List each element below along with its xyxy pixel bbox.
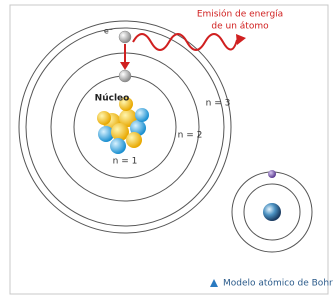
small-nucleus — [263, 203, 281, 221]
electron-label: e⁻ — [104, 27, 113, 36]
electron-outer — [119, 31, 131, 43]
small-electron — [268, 170, 276, 178]
orbit-label: n = 2 — [178, 131, 203, 141]
caption: Modelo atómico de Bohr — [223, 278, 333, 289]
photon-wave — [133, 34, 237, 50]
photon-head — [236, 34, 246, 45]
caption-icon — [210, 279, 218, 287]
nucleus-label: Núcleo — [95, 94, 130, 104]
electron-inner — [119, 70, 131, 82]
orbit-label: n = 3 — [206, 99, 231, 109]
orbit-label: n = 1 — [113, 157, 138, 167]
arrow-head — [120, 62, 130, 70]
bohr-diagram: Emisión de energía de un átomo e⁻ Núcleo… — [0, 0, 334, 299]
emission-text: Emisión de energía — [197, 9, 283, 20]
nucleus — [97, 97, 149, 154]
emission-text: de un átomo — [211, 22, 269, 32]
